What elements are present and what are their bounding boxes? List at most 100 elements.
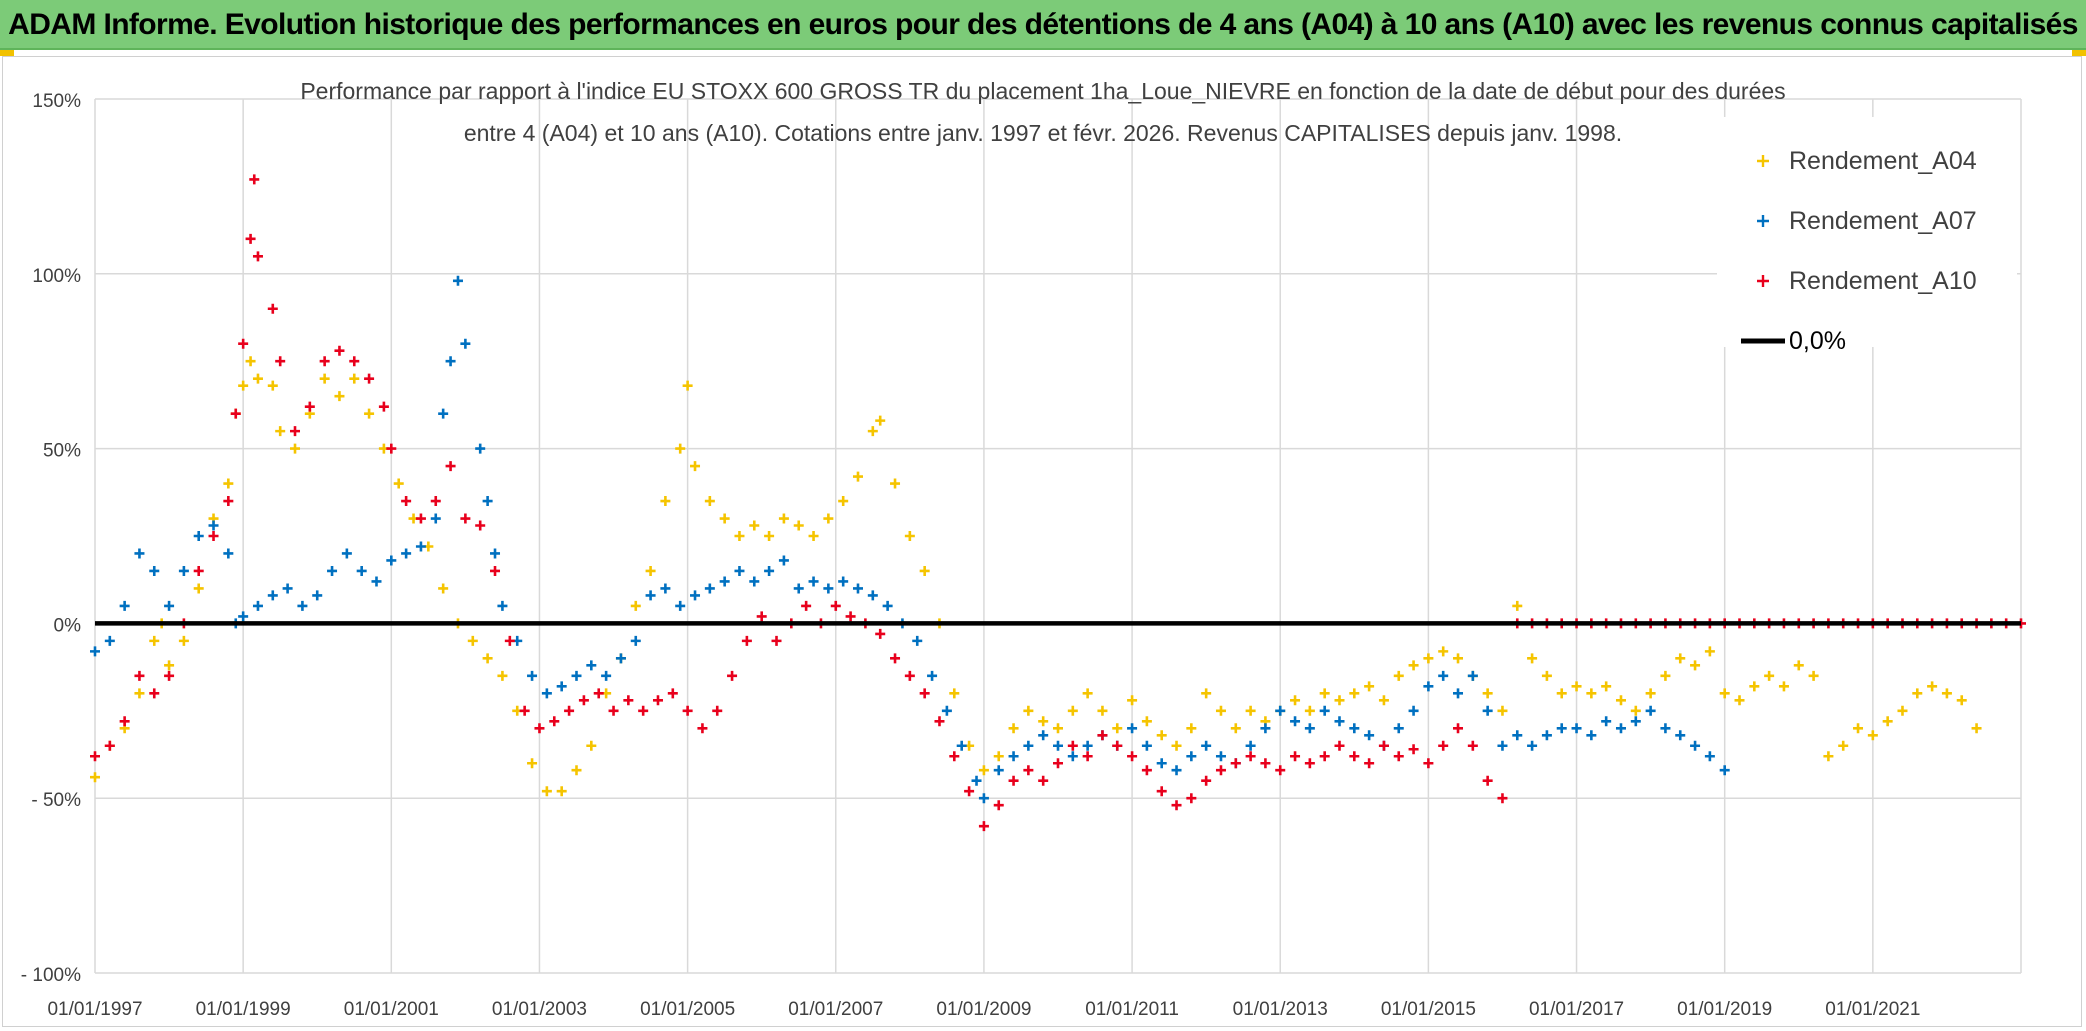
data-point [275, 356, 286, 367]
data-point [741, 635, 752, 646]
data-point [571, 670, 582, 681]
data-point [193, 565, 204, 576]
data-point [1215, 765, 1226, 776]
data-point [1008, 775, 1019, 786]
data-point [104, 635, 115, 646]
data-point [415, 541, 426, 552]
data-point [1290, 751, 1301, 762]
data-point [875, 628, 886, 639]
data-point [267, 303, 278, 314]
data-point [1156, 786, 1167, 797]
data-point [556, 681, 567, 692]
data-point [1571, 723, 1582, 734]
data-point [208, 520, 219, 531]
data-point [1230, 723, 1241, 734]
data-point [90, 646, 100, 657]
data-point [823, 583, 834, 594]
data-point [475, 443, 486, 454]
data-point [1956, 695, 1967, 706]
data-point [1201, 740, 1212, 751]
data-point [890, 478, 901, 489]
x-tick-label: 01/01/1997 [47, 999, 142, 1020]
data-point [1497, 705, 1508, 716]
data-point [497, 600, 508, 611]
data-point [1630, 705, 1641, 716]
data-point [290, 426, 301, 437]
data-point [1630, 716, 1641, 727]
data-point [1615, 723, 1626, 734]
legend-label-zero: 0,0% [1789, 327, 1846, 355]
data-point [90, 751, 100, 762]
data-point [401, 548, 412, 559]
data-point [252, 373, 263, 384]
data-point [623, 695, 634, 706]
data-point [949, 751, 960, 762]
data-point [356, 565, 367, 576]
x-tick-label: 01/01/2007 [788, 999, 883, 1020]
y-tick-label: 0% [54, 615, 82, 636]
data-point [223, 496, 234, 507]
data-point [919, 688, 930, 699]
y-tick-label: 50% [43, 441, 81, 462]
data-point [749, 576, 760, 587]
data-point [1378, 740, 1389, 751]
data-point [875, 415, 886, 426]
data-point [1941, 688, 1952, 699]
data-point [1378, 695, 1389, 706]
data-point [1645, 705, 1656, 716]
legend-label-a04: Rendement_A04 [1789, 147, 1977, 175]
data-point [1512, 730, 1523, 741]
data-point [304, 401, 315, 412]
data-point [541, 786, 552, 797]
data-point [1897, 705, 1908, 716]
data-point [460, 513, 471, 524]
data-point [319, 356, 330, 367]
data-point [690, 590, 701, 601]
data-point [1038, 716, 1049, 727]
data-point [1260, 723, 1271, 734]
y-tick-label: 150% [32, 91, 81, 112]
data-point [586, 740, 597, 751]
data-point [1764, 670, 1775, 681]
data-point [1586, 730, 1597, 741]
data-point [1393, 751, 1404, 762]
data-point [290, 443, 301, 454]
data-point [1438, 646, 1449, 657]
data-point [1423, 653, 1434, 664]
data-point [445, 356, 456, 367]
data-point [808, 531, 819, 541]
data-point [1497, 793, 1508, 804]
data-point [1245, 740, 1256, 751]
data-point [1260, 758, 1271, 769]
data-point [1127, 723, 1138, 734]
data-point [1067, 740, 1078, 751]
data-point [1304, 758, 1315, 769]
data-point [364, 373, 375, 384]
data-point [1482, 705, 1493, 716]
data-point [838, 496, 849, 507]
data-point [90, 772, 100, 783]
data-point [252, 251, 263, 262]
data-point [956, 740, 967, 751]
legend-label-a10: Rendement_A10 [1789, 267, 1977, 295]
data-point [164, 660, 175, 671]
data-point [1808, 670, 1819, 681]
data-point [134, 548, 145, 559]
data-point [652, 695, 663, 706]
data-point [1364, 681, 1375, 692]
data-point [1082, 751, 1093, 762]
data-point [852, 583, 863, 594]
data-point [541, 688, 552, 699]
data-point [452, 275, 463, 286]
data-point [704, 496, 715, 507]
data-point [808, 576, 819, 587]
data-point [1186, 723, 1197, 734]
data-point [1127, 751, 1138, 762]
data-point [164, 670, 175, 681]
data-point [349, 373, 360, 384]
banner-accent-left [0, 50, 14, 56]
data-point [1660, 723, 1671, 734]
data-point [245, 233, 256, 244]
data-point [527, 670, 538, 681]
data-point [1438, 670, 1449, 681]
